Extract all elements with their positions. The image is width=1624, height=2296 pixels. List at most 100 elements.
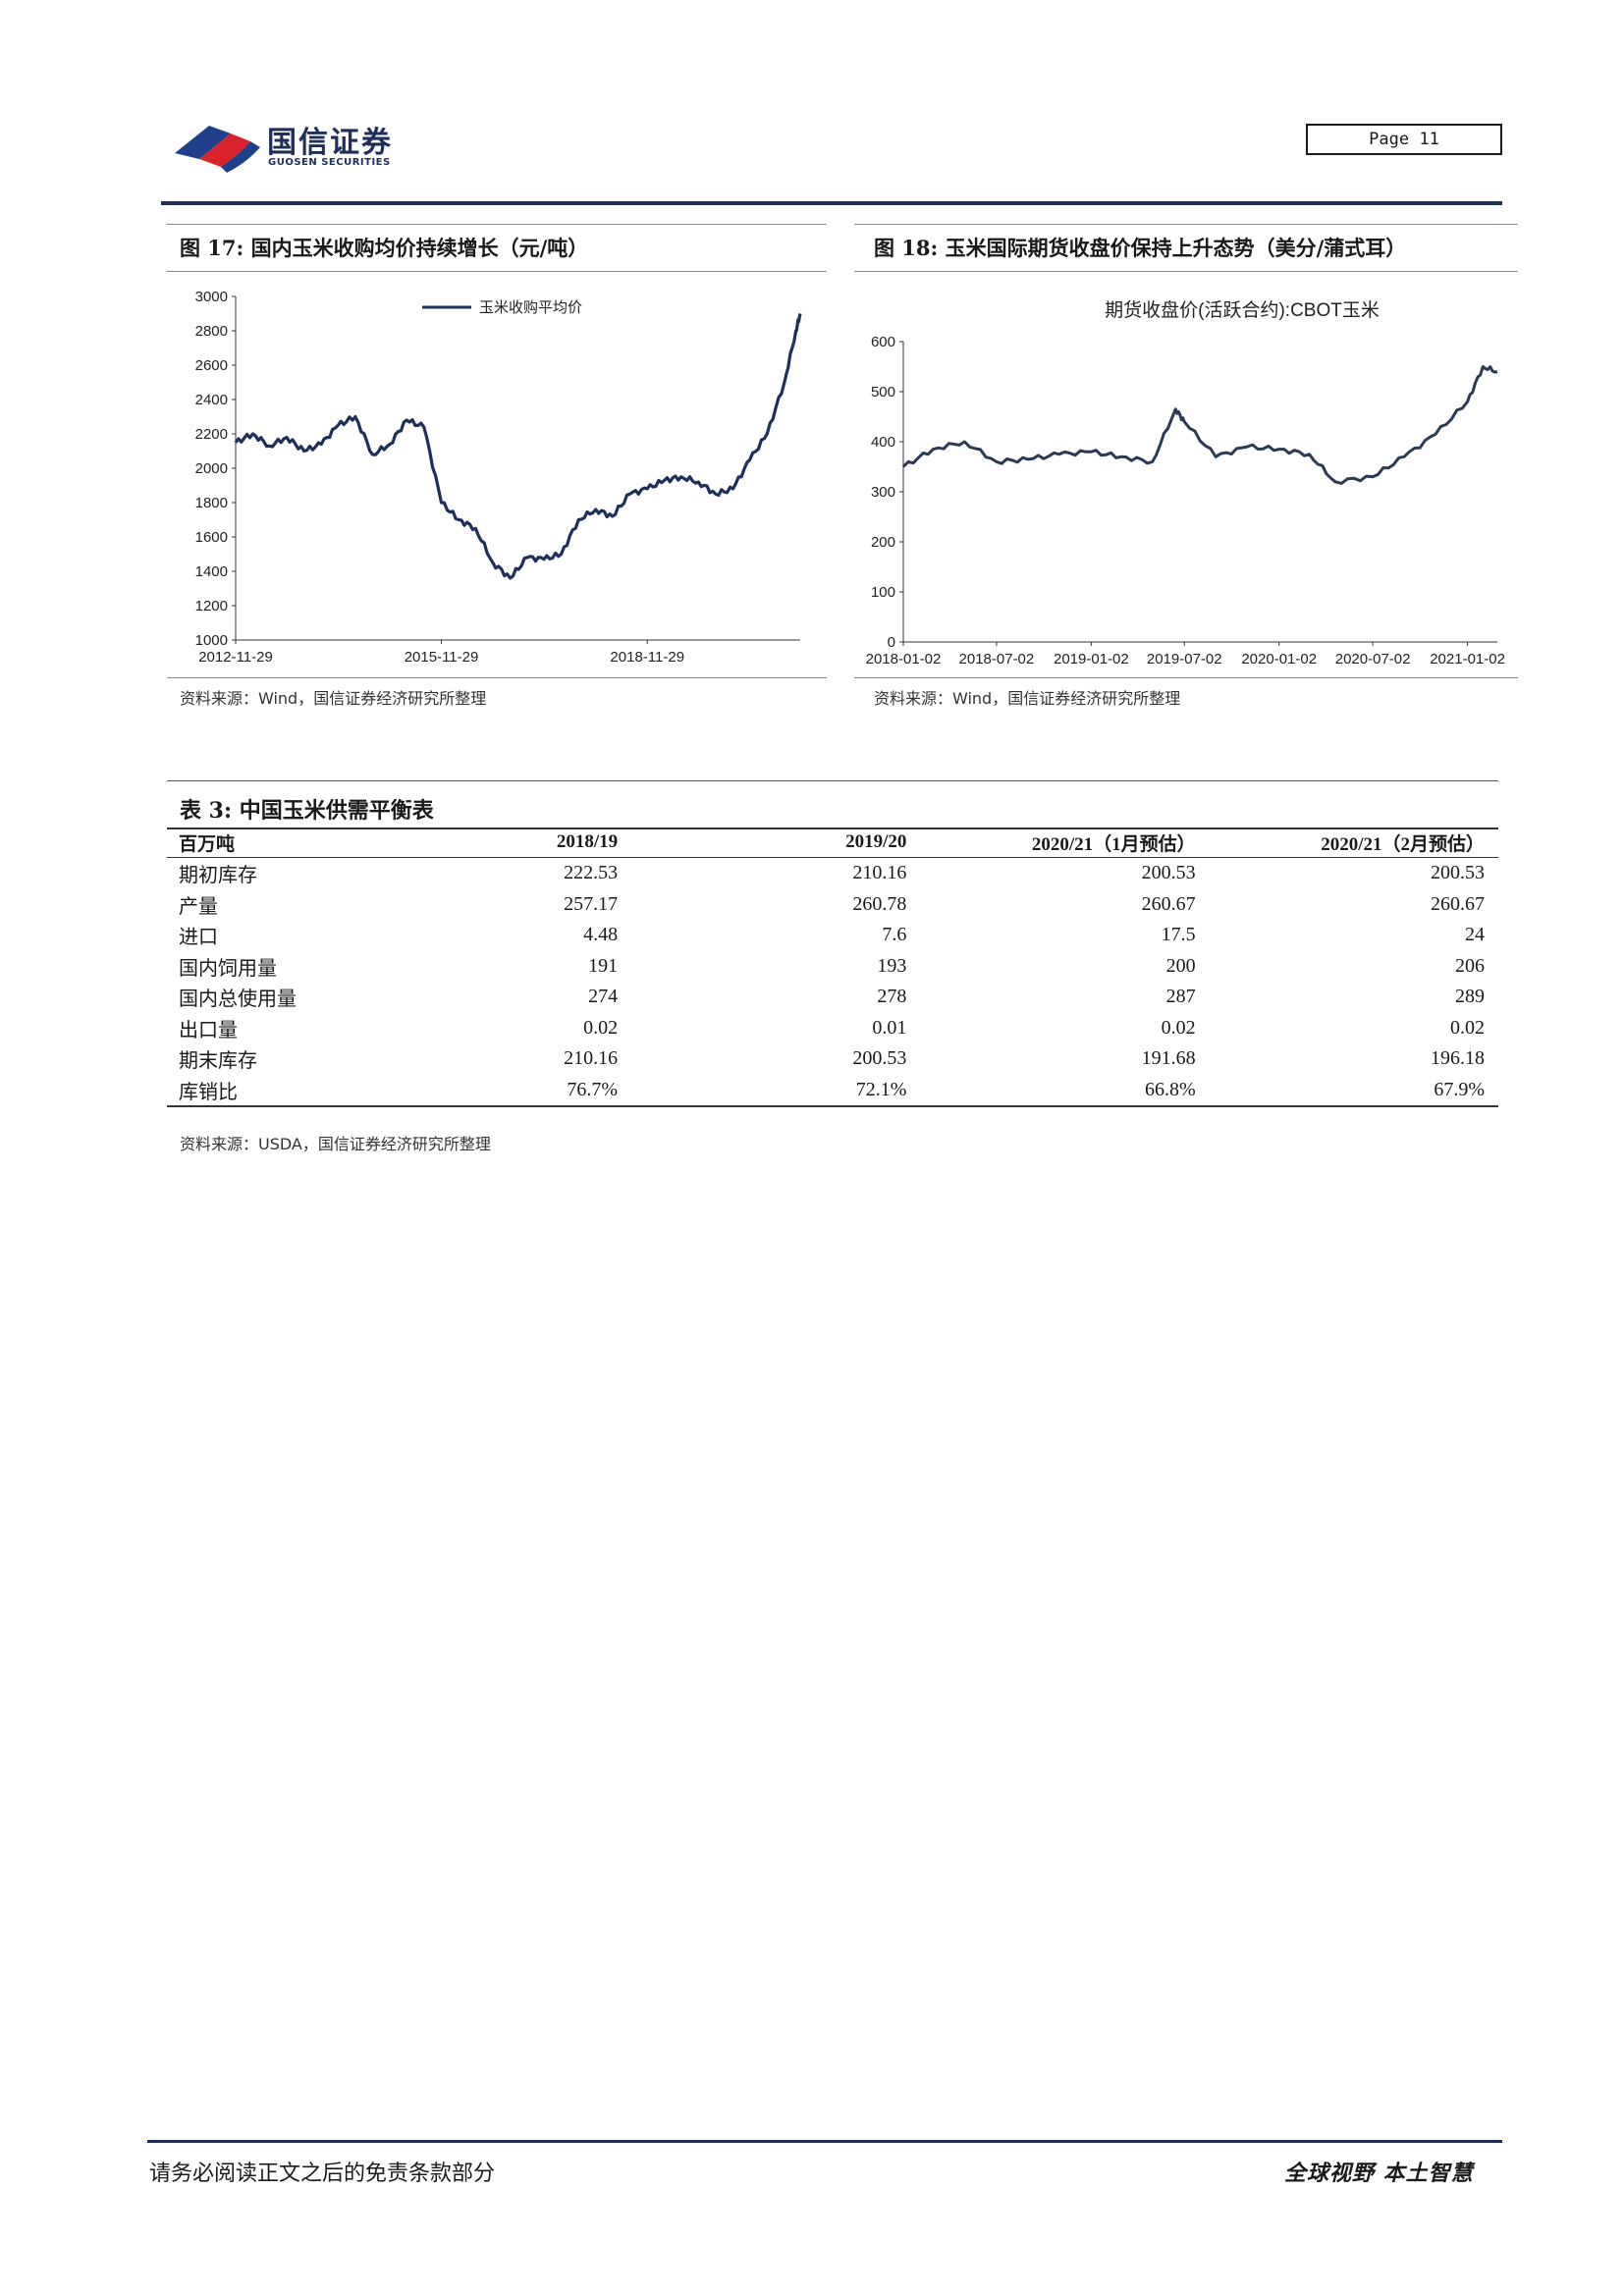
table-cell: 210.16 — [852, 862, 907, 884]
y-tick-label: 0 — [888, 634, 895, 651]
x-tick-label: 2018-01-02 — [866, 651, 942, 667]
table-row: 产量 257.17 260.78 260.67 260.67 — [167, 889, 1498, 921]
table-cell: 0.02 — [583, 1016, 619, 1039]
table-row: 出口量 0.02 0.01 0.02 0.02 — [167, 1013, 1498, 1044]
y-tick-label: 2600 — [195, 357, 228, 374]
fig18-top-rule — [854, 224, 1518, 225]
y-tick-label: 1600 — [195, 529, 228, 546]
table-cell: 200.53 — [852, 1047, 907, 1070]
table-row-label: 期初库存 — [179, 863, 257, 887]
table-cell: 210.16 — [564, 1047, 619, 1070]
table-cell: 196.18 — [1431, 1047, 1485, 1070]
table-cell: 257.17 — [564, 892, 619, 915]
supply-demand-table: 百万吨 2018/19 2019/20 2020/21（1月预估） 2020/2… — [167, 828, 1498, 1107]
fig18-source: 资料来源：Wind，国信证券经济研究所整理 — [874, 689, 1181, 708]
table-cell: 200.53 — [1141, 862, 1196, 884]
fig18-title: 图 18: 玉米国际期货收盘价保持上升态势（美分/蒲式耳） — [874, 236, 1407, 260]
x-tick-label: 2021-01-02 — [1430, 651, 1505, 667]
x-tick-label: 2019-01-02 — [1054, 651, 1129, 667]
logo-text-en: GUOSEN SECURITIES — [268, 157, 391, 168]
logo-text-cn: 国信证券 — [267, 126, 393, 160]
table-cell: 4.48 — [583, 924, 619, 946]
legend-label: 玉米收购平均价 — [479, 299, 582, 316]
fig17-top-rule — [167, 224, 827, 225]
table-cell: 67.9% — [1209, 1074, 1498, 1107]
table-header-cell: 2020/21（1月预估） — [920, 828, 1210, 858]
table-cell: 191.68 — [1141, 1047, 1196, 1070]
x-tick-label: 2020-07-02 — [1335, 651, 1411, 667]
table-cell: 0.01 — [872, 1016, 907, 1039]
table-top-rule — [167, 780, 1498, 781]
table-cell: 274 — [588, 986, 619, 1008]
fig18-bottom-rule — [854, 677, 1518, 678]
table-cell: 222.53 — [564, 862, 619, 884]
table-header-cell: 2018/19 — [366, 828, 632, 858]
table-cell: 76.7% — [366, 1074, 632, 1107]
chart-fig17: 3000 2800 2600 2400 2200 2000 1800 1600 1400 1200… — [195, 289, 802, 666]
series-line — [901, 365, 1498, 485]
table-row: 期末库存 210.16 200.53 191.68 196.18 — [167, 1043, 1498, 1075]
table-header-cell: 百万吨 — [167, 828, 367, 858]
y-tick-label: 600 — [871, 334, 895, 350]
x-tick-label: 2018-11-29 — [610, 649, 684, 666]
y-tick-label: 3000 — [195, 289, 228, 305]
x-tick-label: 2019-07-02 — [1147, 651, 1222, 667]
chart-title: 期货收盘价(活跃合约):CBOT玉米 — [1105, 299, 1380, 321]
y-tick-label: 1800 — [195, 495, 228, 511]
guosen-logo — [175, 126, 260, 173]
table-cell: 260.78 — [852, 892, 907, 915]
y-tick-label: 1000 — [195, 632, 228, 649]
table-row-label: 库销比 — [167, 1074, 367, 1107]
table-row: 期初库存 222.53 210.16 200.53 200.53 — [167, 858, 1498, 889]
y-tick-label: 2200 — [195, 426, 228, 443]
series-line — [234, 313, 802, 580]
x-tick-label: 2018-07-02 — [959, 651, 1035, 667]
table-cell: 72.1% — [631, 1074, 921, 1107]
table-cell: 0.02 — [1450, 1016, 1485, 1039]
table-cell: 17.5 — [1161, 924, 1196, 946]
footer-slogan: 全球视野 本土智慧 — [1284, 2161, 1474, 2186]
table-cell: 260.67 — [1141, 892, 1196, 915]
table-row-label: 国内饲用量 — [179, 955, 277, 980]
y-tick-label: 400 — [871, 434, 895, 451]
table-cell: 289 — [1455, 986, 1485, 1008]
x-tick-label: 2015-11-29 — [405, 649, 479, 666]
table-cell: 7.6 — [882, 924, 907, 946]
table-row: 库销比 76.7% 72.1% 66.8% 67.9% — [167, 1074, 1498, 1107]
table-row-label: 产量 — [179, 893, 218, 918]
y-tick-label: 2400 — [195, 392, 228, 408]
fig17-bottom-rule — [167, 677, 827, 678]
table-title: 表 3: 中国玉米供需平衡表 — [180, 798, 434, 824]
table-cell: 0.02 — [1161, 1016, 1196, 1039]
fig17-title-rule — [167, 271, 827, 272]
table-cell: 200.53 — [1431, 862, 1485, 884]
fig17-title: 图 17: 国内玉米收购均价持续增长（元/吨） — [180, 236, 589, 260]
footer-rule — [147, 2140, 1502, 2143]
footer-disclaimer: 请务必阅读正文之后的免责条款部分 — [149, 2162, 496, 2186]
table-header-row: 百万吨 2018/19 2019/20 2020/21（1月预估） 2020/2… — [167, 828, 1498, 858]
x-tick-label: 2020-01-02 — [1241, 651, 1317, 667]
table-cell: 24 — [1465, 924, 1485, 946]
y-tick-label: 1400 — [195, 563, 228, 580]
y-tick-label: 200 — [871, 534, 895, 551]
page-number: Page 11 — [1306, 124, 1502, 155]
table-row-label: 进口 — [179, 925, 218, 949]
table-row-label: 出口量 — [179, 1017, 238, 1041]
table-row: 进口 4.48 7.6 17.5 24 — [167, 920, 1498, 951]
y-tick-label: 1200 — [195, 598, 228, 614]
table-row: 国内饲用量 191 193 200 206 — [167, 951, 1498, 983]
y-tick-label: 2000 — [195, 460, 228, 477]
table-row-label: 国内总使用量 — [179, 987, 297, 1011]
table-header-cell: 2020/21（2月预估） — [1209, 828, 1498, 858]
table-cell: 200 — [1165, 954, 1196, 977]
y-tick-label: 300 — [871, 484, 895, 501]
table-cell: 191 — [588, 954, 619, 977]
y-tick-label: 500 — [871, 384, 895, 400]
table-source: 资料来源：USDA，国信证券经济研究所整理 — [180, 1135, 491, 1153]
table-cell: 278 — [877, 986, 907, 1008]
table-row: 国内总使用量 274 278 287 289 — [167, 982, 1498, 1013]
table-cell: 193 — [877, 954, 907, 977]
x-tick-label: 2012-11-29 — [198, 649, 273, 666]
table-cell: 260.67 — [1431, 892, 1485, 915]
